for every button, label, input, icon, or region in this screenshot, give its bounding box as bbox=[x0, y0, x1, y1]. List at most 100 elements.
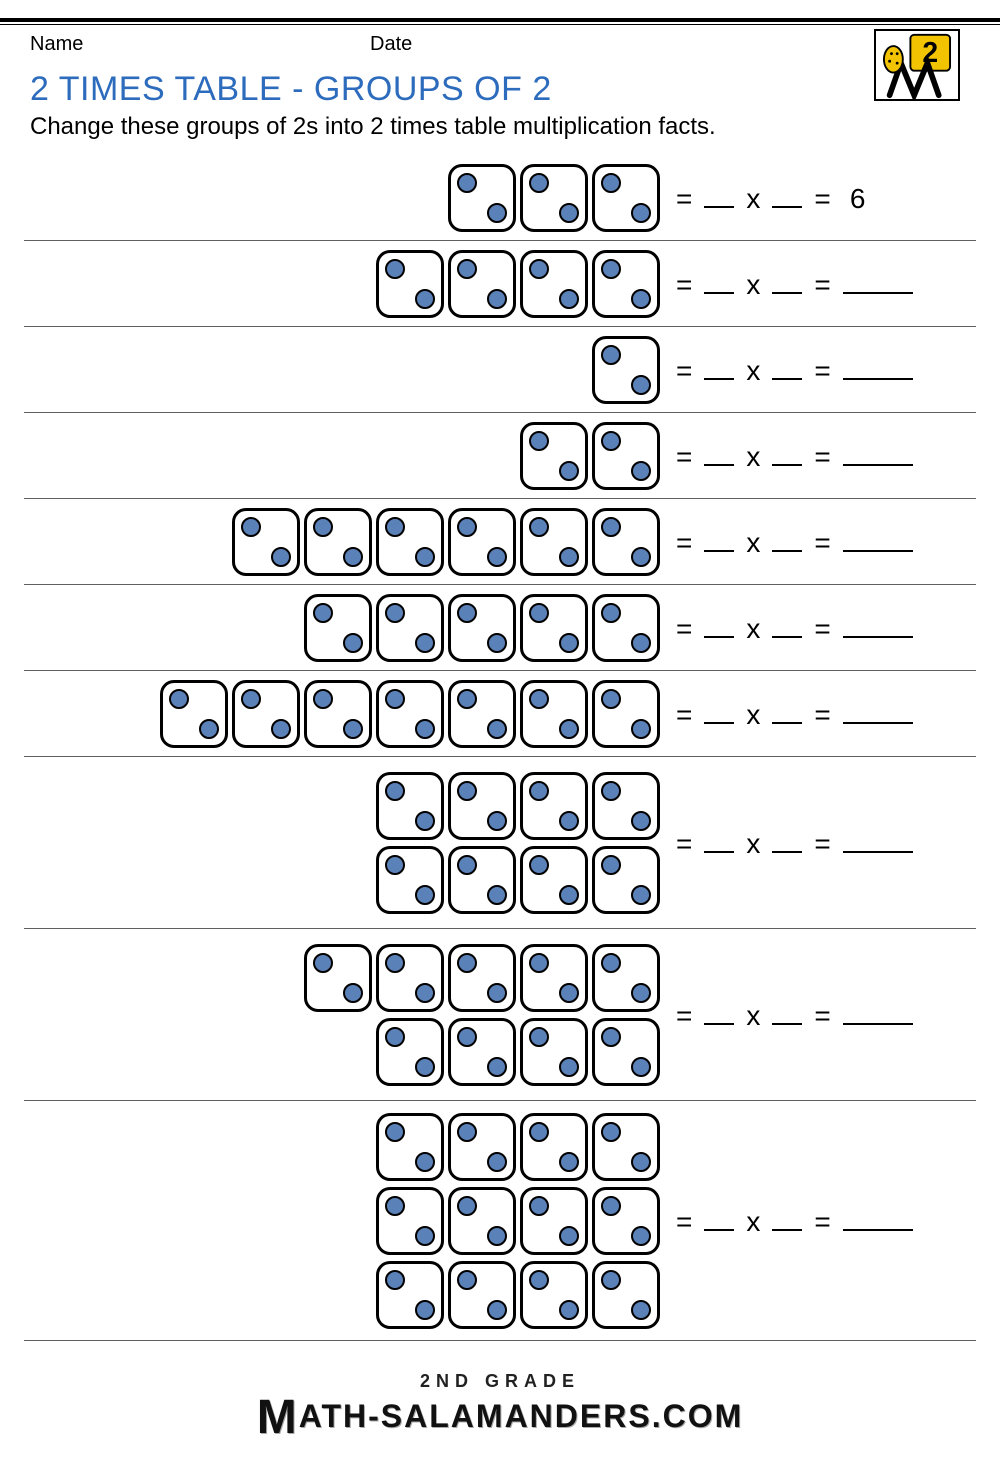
footer: 2ND GRADE MATH-SALAMANDERS.COM bbox=[0, 1341, 1000, 1465]
problem-row: =x= bbox=[24, 1101, 976, 1341]
die-pip bbox=[457, 689, 477, 709]
equals-sign: = bbox=[814, 828, 830, 860]
factor-blank[interactable] bbox=[704, 180, 734, 208]
factor-blank[interactable] bbox=[772, 438, 802, 466]
die-pip bbox=[487, 547, 507, 567]
die-pip bbox=[457, 1027, 477, 1047]
factor-blank[interactable] bbox=[704, 1203, 734, 1231]
answer-blank[interactable] bbox=[843, 696, 913, 724]
dice-group bbox=[376, 250, 660, 318]
factor-blank[interactable] bbox=[772, 524, 802, 552]
equation: =x= bbox=[672, 825, 972, 860]
die-icon bbox=[520, 680, 588, 748]
die-pip bbox=[457, 259, 477, 279]
answer-blank[interactable] bbox=[843, 266, 913, 294]
die-pip bbox=[199, 719, 219, 739]
factor-blank[interactable] bbox=[772, 266, 802, 294]
factor-blank[interactable] bbox=[704, 438, 734, 466]
die-icon bbox=[448, 680, 516, 748]
die-pip bbox=[415, 1152, 435, 1172]
die-pip bbox=[529, 855, 549, 875]
die-pip bbox=[457, 173, 477, 193]
die-icon bbox=[592, 680, 660, 748]
answer-blank[interactable] bbox=[843, 438, 913, 466]
die-pip bbox=[415, 547, 435, 567]
die-pip bbox=[601, 603, 621, 623]
factor-blank[interactable] bbox=[772, 696, 802, 724]
die-icon bbox=[448, 250, 516, 318]
die-icon bbox=[376, 1018, 444, 1086]
die-icon bbox=[304, 508, 372, 576]
dice-group bbox=[376, 1113, 660, 1329]
die-icon bbox=[376, 508, 444, 576]
die-pip bbox=[385, 855, 405, 875]
equation: =x=6 bbox=[672, 180, 972, 215]
die-pip bbox=[415, 983, 435, 1003]
factor-blank[interactable] bbox=[704, 266, 734, 294]
answer-blank[interactable] bbox=[843, 610, 913, 638]
die-icon bbox=[520, 164, 588, 232]
times-sign: x bbox=[746, 527, 760, 559]
equals-sign: = bbox=[814, 1206, 830, 1238]
equals-sign: = bbox=[676, 1206, 692, 1238]
problem-row: =x=6 bbox=[24, 155, 976, 241]
times-sign: x bbox=[746, 269, 760, 301]
die-pip bbox=[601, 517, 621, 537]
factor-blank[interactable] bbox=[772, 825, 802, 853]
factor-blank[interactable] bbox=[772, 1203, 802, 1231]
die-pip bbox=[457, 517, 477, 537]
problems-container: =x=6=x==x==x==x==x==x==x==x==x= bbox=[0, 155, 1000, 1341]
die-pip bbox=[313, 603, 333, 623]
die-pip bbox=[271, 719, 291, 739]
answer-blank[interactable] bbox=[843, 352, 913, 380]
die-pip bbox=[415, 1057, 435, 1077]
factor-blank[interactable] bbox=[704, 610, 734, 638]
answer-blank[interactable] bbox=[843, 1203, 913, 1231]
factor-blank[interactable] bbox=[772, 180, 802, 208]
die-pip bbox=[487, 203, 507, 223]
die-pip bbox=[559, 461, 579, 481]
die-pip bbox=[415, 1226, 435, 1246]
dice-group bbox=[520, 422, 660, 490]
factor-blank[interactable] bbox=[704, 997, 734, 1025]
die-icon bbox=[376, 250, 444, 318]
factor-blank[interactable] bbox=[772, 997, 802, 1025]
dice-line bbox=[448, 164, 660, 232]
factor-blank[interactable] bbox=[704, 352, 734, 380]
factor-blank[interactable] bbox=[772, 352, 802, 380]
die-icon bbox=[376, 680, 444, 748]
die-pip bbox=[559, 983, 579, 1003]
times-sign: x bbox=[746, 613, 760, 645]
die-pip bbox=[631, 375, 651, 395]
die-icon bbox=[232, 680, 300, 748]
die-pip bbox=[487, 1057, 507, 1077]
die-pip bbox=[385, 1122, 405, 1142]
die-pip bbox=[457, 1122, 477, 1142]
die-icon bbox=[448, 1018, 516, 1086]
problem-row: =x= bbox=[24, 413, 976, 499]
die-pip bbox=[601, 855, 621, 875]
equals-sign: = bbox=[814, 699, 830, 731]
answer-blank[interactable] bbox=[843, 524, 913, 552]
die-pip bbox=[457, 1196, 477, 1216]
dice-line bbox=[232, 508, 660, 576]
factor-blank[interactable] bbox=[704, 825, 734, 853]
die-pip bbox=[385, 1027, 405, 1047]
die-icon bbox=[592, 594, 660, 662]
problem-row: =x= bbox=[24, 241, 976, 327]
die-pip bbox=[601, 1027, 621, 1047]
factor-blank[interactable] bbox=[704, 524, 734, 552]
dice-line bbox=[376, 1113, 660, 1181]
dice-line bbox=[304, 944, 660, 1012]
die-pip bbox=[601, 1270, 621, 1290]
die-icon bbox=[520, 1261, 588, 1329]
answer-blank[interactable] bbox=[843, 825, 913, 853]
equals-sign: = bbox=[814, 269, 830, 301]
answer-blank[interactable] bbox=[843, 997, 913, 1025]
die-icon bbox=[448, 508, 516, 576]
factor-blank[interactable] bbox=[704, 696, 734, 724]
die-icon bbox=[520, 846, 588, 914]
factor-blank[interactable] bbox=[772, 610, 802, 638]
equals-sign: = bbox=[676, 441, 692, 473]
die-icon bbox=[520, 594, 588, 662]
